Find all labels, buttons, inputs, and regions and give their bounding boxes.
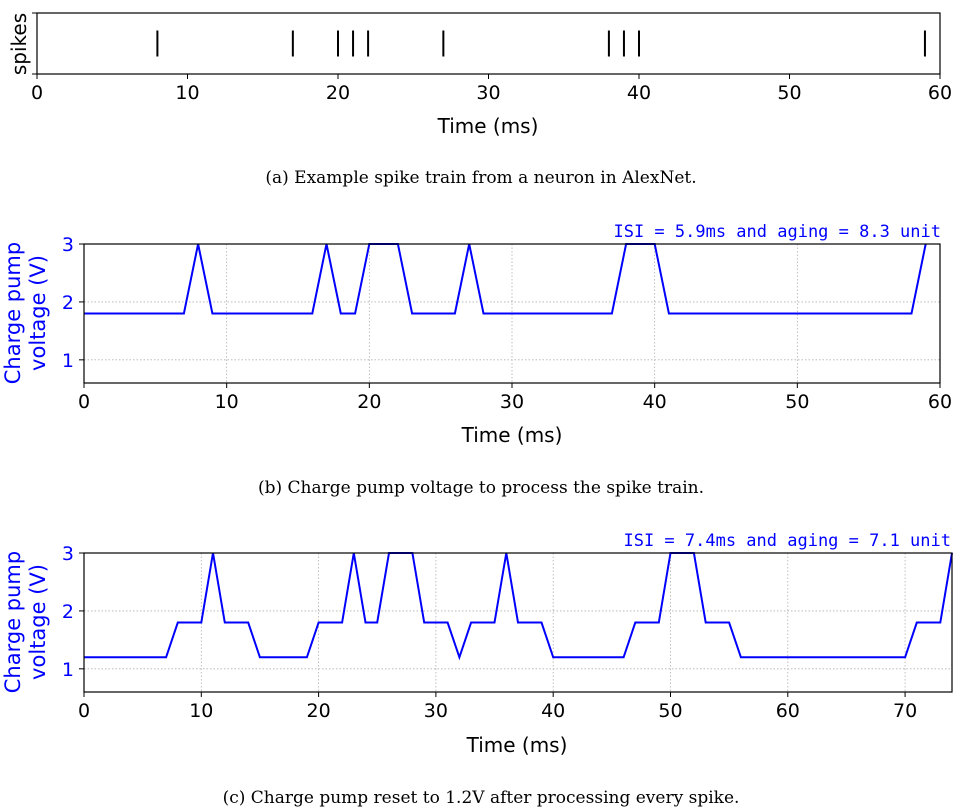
x-tick-label: 60	[776, 700, 800, 722]
x-tick-label: 50	[785, 391, 809, 413]
x-tick-label: 60	[928, 82, 952, 104]
x-tick-label: 10	[215, 391, 239, 413]
panel-b-annotation: ISI = 5.9ms and aging = 8.3 unit	[613, 222, 941, 242]
x-tick-label: 60	[928, 391, 952, 413]
x-tick-label: 20	[307, 700, 331, 722]
x-tick-label: 40	[627, 82, 651, 104]
x-tick-label: 0	[78, 700, 90, 722]
y-tick-label: 2	[62, 601, 74, 623]
y-tick-label: 1	[62, 659, 74, 681]
panel-c-ylabel-line2: voltage (V)	[26, 564, 50, 680]
panel-c-ylabel-line1: Charge pump	[1, 551, 25, 693]
panel-c-caption: (c) Charge pump reset to 1.2V after proc…	[223, 788, 740, 808]
x-tick-label: 0	[31, 82, 43, 104]
panel-a-axes-frame	[36, 12, 941, 75]
y-tick-label: 1	[62, 350, 74, 372]
x-tick-label: 0	[78, 391, 90, 413]
panel-b-ylabel-line2: voltage (V)	[26, 255, 50, 371]
x-tick-label: 30	[476, 82, 500, 104]
x-tick-label: 10	[189, 700, 213, 722]
x-tick-label: 50	[777, 82, 801, 104]
x-tick-label: 70	[893, 700, 917, 722]
x-tick-label: 10	[175, 82, 199, 104]
x-tick-label: 30	[424, 700, 448, 722]
panel-a-caption: (a) Example spike train from a neuron in…	[265, 168, 696, 188]
x-tick-label: 40	[541, 700, 565, 722]
voltage-series-line	[84, 243, 927, 315]
panel-b-ylabel-line1: Charge pump	[1, 242, 25, 384]
voltage-series-line	[84, 552, 953, 661]
panel-b-caption: (b) Charge pump voltage to process the s…	[258, 478, 704, 498]
x-tick-label: 20	[326, 82, 350, 104]
panel-c-axes-frame	[83, 552, 953, 693]
y-tick-label: 3	[62, 543, 74, 565]
panel-c-voltage-chart: Charge pump voltage (V) 0 10 20 30 40 50 60 70 1…	[1, 531, 953, 808]
y-tick-label: 2	[62, 292, 74, 314]
panel-a-spike-raster: spikes 0 10 20 30 40 50 60 Time (ms) (a) Examp…	[7, 12, 952, 188]
panel-c-xlabel: Time (ms)	[466, 733, 568, 757]
panel-a-xlabel: Time (ms)	[437, 114, 539, 138]
panel-b-axes-frame	[83, 243, 941, 384]
panel-a-ylabel: spikes	[7, 13, 31, 75]
panel-b-xlabel: Time (ms)	[461, 423, 563, 447]
panel-c-annotation: ISI = 7.4ms and aging = 7.1 unit	[623, 531, 951, 551]
panel-b-voltage-chart: Charge pump voltage (V) 0 10 20 30 40 50 60 1 2 3…	[1, 222, 952, 498]
y-tick-label: 3	[62, 234, 74, 256]
x-tick-label: 30	[500, 391, 524, 413]
x-tick-label: 40	[643, 391, 667, 413]
x-tick-label: 20	[357, 391, 381, 413]
x-tick-label: 50	[658, 700, 682, 722]
